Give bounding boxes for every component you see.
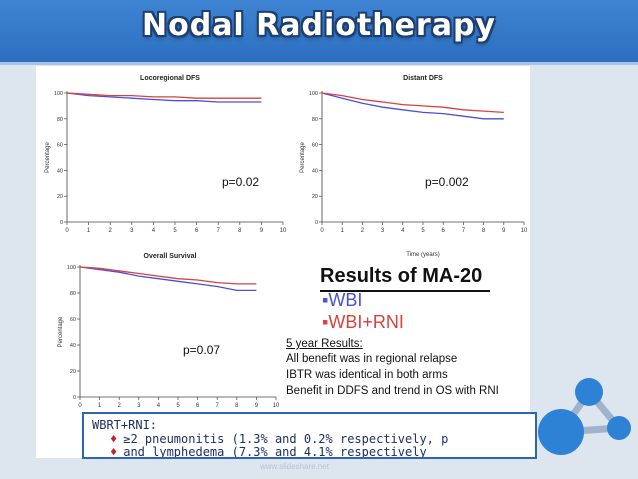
network-logo-icon [538,378,631,455]
y-tick-label: 80 [70,291,76,297]
y-tick-label: 20 [70,369,76,375]
x-tick-label: 6 [195,228,199,234]
x-tick-label: 5 [421,228,425,234]
x-tick-label: 8 [235,403,239,409]
y-tick-label: 40 [70,343,76,349]
y-tick-label: 80 [57,117,63,123]
x-tick-label: 7 [462,228,466,234]
x-tick-label: 10 [273,403,280,409]
p-value-label: p=0.002 [425,175,469,189]
y-tick-label: 40 [312,168,318,174]
series-line-wbi-rni [321,92,504,114]
p-value-label: p=0.07 [183,343,220,357]
chart-title: Distant DFS [403,75,443,82]
results-heading: Results of MA-20 [320,265,483,287]
y-tick-label: 100 [54,91,63,97]
x-tick-label: 9 [255,403,259,409]
y-tick-label: 20 [312,194,318,200]
chart-3: Overall Survival 0 20 40 60 80 100 Percentage 0 1… [58,253,280,409]
chart-1: Locoregional DFS 0 20 40 60 80 100 Percentage 0 1… [45,75,287,234]
note-heading: WBRT+RNI: [92,418,158,432]
x-tick-label: 9 [502,228,506,234]
x-tick-label: 3 [381,228,385,234]
y-axis-label: Percentage [300,142,306,173]
y-tick-label: 100 [309,91,318,97]
p-value-label: p=0.02 [222,175,259,189]
note-bullet-1-text: ≥2 pneumonitis (1.3% and 0.2% respective… [123,432,449,446]
x-tick-label: 0 [78,403,82,409]
x-tick-label: 4 [152,228,156,234]
series-line-wbi [321,92,504,120]
five-year-heading: 5 year Results: [286,338,363,350]
title-bar: Nodal Radiotherapy [0,0,638,65]
y-tick-label: 0 [73,395,76,401]
slide-content-area [36,66,530,458]
x-tick-label: 3 [130,228,134,234]
y-tick-label: 80 [312,117,318,123]
x-tick-label: 0 [320,228,324,234]
x-tick-label: 6 [196,403,200,409]
x-tick-label: 2 [118,403,122,409]
x-tick-label: 1 [341,228,345,234]
watermark: www.slideshare.net [260,462,329,471]
chart-title: Overall Survival [144,253,197,260]
y-tick-label: 100 [67,265,76,271]
x-tick-label: 2 [109,228,113,234]
x-tick-label: 3 [137,403,141,409]
y-axis-label: Percentage [45,142,51,173]
result-line-1: All benefit was in regional relapse [286,353,458,365]
x-tick-label: 10 [521,228,528,234]
y-tick-label: 0 [315,220,318,226]
x-tick-label: 7 [216,403,220,409]
x-tick-label: 4 [401,228,405,234]
chart-2: Distant DFS 0 20 40 60 80 100 Percentage 0 1 2 3 4 5 6… [300,75,528,258]
note-bullet-1: ♦ ≥2 pneumonitis (1.3% and 0.2% respectiv… [110,432,448,446]
x-tick-label: 9 [260,228,264,234]
slide-title: Nodal Radiotherapy [142,8,496,43]
pneumonitis-note-box: WBRT+RNI: ♦ ≥2 pneumonitis (1.3% and 0.2%… [82,412,537,459]
x-tick-label: 1 [87,228,91,234]
bullet-icon: ♦ [110,445,118,459]
x-tick-label: 0 [65,228,69,234]
x-tick-label: 1 [98,403,102,409]
result-line-3: Benefit in DDFS and trend in OS with RNI [286,385,499,397]
x-tick-label: 5 [173,228,177,234]
series-line-wbi [66,92,262,103]
note-bullet-2-text: and lymphedema (7.3% and 4.1% respective… [123,445,427,459]
note-bullet-2: ♦ and lymphedema (7.3% and 4.1% respectiv… [110,445,427,459]
legend-wbi: ▪WBI [322,290,363,310]
x-tick-label: 6 [442,228,446,234]
x-tick-label: 8 [482,228,486,234]
series-line-wbi [79,266,257,292]
y-axis-label: Percentage [58,316,64,347]
y-tick-label: 60 [57,143,63,149]
y-tick-label: 0 [60,220,63,226]
x-tick-label: 4 [157,403,161,409]
x-tick-label: 2 [361,228,365,234]
bullet-icon: ♦ [110,432,118,446]
y-tick-label: 60 [312,143,318,149]
result-line-2: IBTR was identical in both arms [286,369,448,381]
series-line-wbi-rni [79,266,257,285]
series-line-wbi-rni [66,92,262,99]
x-tick-label: 10 [280,228,287,234]
y-tick-label: 60 [70,317,76,323]
y-tick-label: 20 [57,194,63,200]
results-heading-underline [320,290,490,292]
x-tick-label: 7 [217,228,221,234]
legend-wbi-rni: ▪WBI+RNI [322,312,404,332]
chart-title: Locoregional DFS [140,75,200,82]
y-tick-label: 40 [57,168,63,174]
x-tick-label: 5 [176,403,180,409]
x-axis-label: Time (years) [406,252,439,258]
x-tick-label: 8 [238,228,242,234]
